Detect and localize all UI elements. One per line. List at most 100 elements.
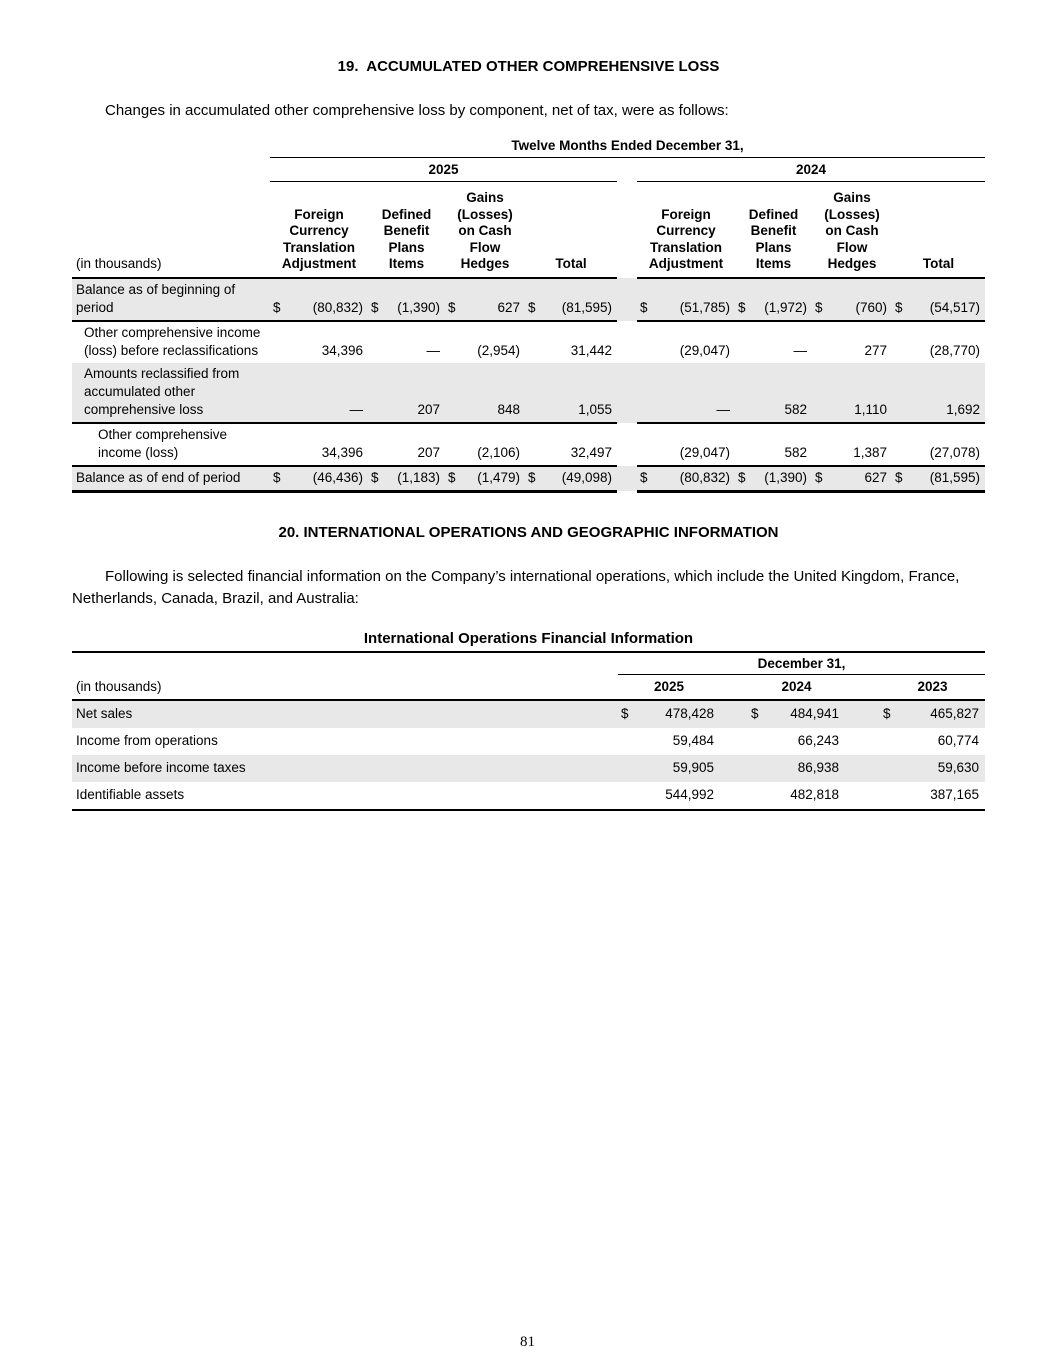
amount: 627 — [497, 299, 520, 315]
row-label: Net sales — [72, 699, 618, 728]
amount-cell: 1,387 — [812, 422, 892, 467]
period-header: Twelve Months Ended December 31, — [270, 137, 986, 158]
amount-cell: $ (51,785) — [637, 277, 735, 322]
table-row: Income before income taxes 59,905 86,938… — [72, 754, 985, 782]
dollar-sign: $ — [371, 299, 379, 315]
amount-cell: $ (1,479) — [445, 465, 525, 493]
year-2025-header: 2025 — [270, 157, 617, 182]
amount-cell: $ (760) — [812, 277, 892, 322]
column-gap — [845, 728, 880, 755]
empty-cell — [72, 158, 270, 182]
table-row: Balance as of beginning of period $ (80,8… — [72, 277, 986, 322]
amount-cell: $ (46,436) — [270, 465, 368, 493]
col-header-total-2024: Total — [892, 181, 986, 279]
dollar-sign: $ — [528, 469, 536, 485]
column-gap — [720, 754, 748, 782]
unit-label: (in thousands) — [72, 674, 618, 701]
amount: (51,785) — [679, 299, 730, 315]
year-header-row: (in thousands) 2025 2024 2023 — [72, 674, 985, 701]
column-header-row: (in thousands) Foreign Currency Translat… — [72, 181, 986, 279]
column-gap — [720, 699, 748, 728]
row-label: Income from operations — [76, 732, 218, 748]
amount-cell: 66,243 — [797, 732, 839, 748]
amount-cell: $ (1,183) — [368, 465, 445, 493]
row-label: Balance as of beginning of period — [72, 277, 270, 322]
column-gap — [617, 321, 637, 363]
column-gap — [720, 728, 748, 755]
col-header-dbp-2025: Defined Benefit Plans Items — [368, 181, 445, 279]
amount-cell: 387,165 — [880, 781, 985, 811]
amount-cell: $ (54,517) — [892, 277, 986, 322]
amount: (81,595) — [561, 299, 612, 315]
amount-cell: 59,905 — [618, 754, 720, 782]
year-2025-header: 2025 — [618, 674, 720, 701]
dollar-sign: $ — [448, 299, 456, 315]
amount-cell: $ (1,390) — [368, 277, 445, 322]
column-gap — [617, 362, 637, 423]
amount-cell: $ (81,595) — [892, 465, 986, 493]
col-header-hedges-2024: Gains (Losses) on Cash Flow Hedges — [812, 181, 892, 279]
amount: (1,972) — [764, 299, 807, 315]
amount: (46,436) — [312, 469, 363, 485]
dollar-sign: $ — [528, 299, 536, 315]
section-20-heading: 20. INTERNATIONAL OPERATIONS AND GEOGRAP… — [278, 523, 779, 541]
amount-cell: 34,396 — [270, 422, 368, 467]
amount: (80,832) — [312, 299, 363, 315]
amount-cell: — — [637, 362, 735, 424]
col-header-fcta-2025: Foreign Currency Translation Adjustment — [270, 181, 368, 279]
amount-cell: $ (80,832) — [270, 277, 368, 322]
amount-cell: $ (49,098) — [525, 465, 617, 493]
amount-cell: — — [426, 342, 441, 358]
column-gap — [845, 754, 880, 782]
year-2023-header: 2023 — [880, 674, 985, 701]
amount-cell: $627 — [445, 277, 525, 322]
row-label: Identifiable assets — [72, 781, 618, 811]
dollar-sign: $ — [371, 469, 379, 485]
table-row: Balance as of end of period $ (46,436) $ (… — [72, 465, 986, 493]
amount-cell: $ (80,832) — [637, 465, 735, 493]
col-header-hedges-2025: Gains (Losses) on Cash Flow Hedges — [445, 181, 525, 279]
row-label: Other comprehensive income (loss) — [72, 422, 270, 467]
amount-cell: $478,428 — [618, 699, 720, 728]
amount-cell: (28,770) — [929, 342, 981, 358]
amount: 484,941 — [790, 705, 839, 721]
column-gap — [617, 277, 637, 321]
table-row: Net sales $478,428 $484,941 $465,827 — [72, 699, 985, 728]
amount-cell: 207 — [368, 362, 445, 424]
row-label: Income before income taxes — [72, 754, 618, 782]
amount: (1,183) — [397, 469, 440, 485]
unit-label: (in thousands) — [72, 181, 270, 279]
column-gap — [845, 781, 880, 811]
col-header-dbp-2024: Defined Benefit Plans Items — [735, 181, 812, 279]
amount: (49,098) — [561, 469, 612, 485]
amount-cell: 848 — [445, 362, 525, 424]
amount-cell: $ (81,595) — [525, 277, 617, 322]
amount-cell: 582 — [735, 422, 812, 467]
column-gap — [720, 781, 748, 811]
amount-cell: 1,692 — [892, 362, 986, 424]
table-row: Other comprehensive income (loss) 34,396… — [72, 422, 986, 467]
year-header-row: 2025 2024 — [72, 157, 986, 182]
period-header-row: Twelve Months Ended December 31, — [72, 137, 986, 158]
amount: 478,428 — [665, 705, 714, 721]
amount-cell: $484,941 — [748, 699, 845, 728]
amount: 627 — [864, 469, 887, 485]
amount: (1,479) — [477, 469, 520, 485]
amount-cell: 1,110 — [812, 362, 892, 424]
amount: (1,390) — [397, 299, 440, 315]
column-gap — [845, 699, 880, 728]
amount-cell: 482,818 — [748, 781, 845, 811]
amount-cell: 32,497 — [525, 422, 617, 467]
amount-cell: (29,047) — [679, 342, 730, 358]
amount-cell: (29,047) — [637, 422, 735, 467]
column-gap — [617, 182, 637, 278]
amount-cell: — — [793, 342, 808, 358]
amount-cell: 86,938 — [748, 754, 845, 782]
dollar-sign: $ — [815, 469, 823, 485]
amount: 465,827 — [930, 705, 979, 721]
col-header-fcta-2024: Foreign Currency Translation Adjustment — [637, 181, 735, 279]
amount-cell: $ (1,390) — [735, 465, 812, 493]
dollar-sign: $ — [895, 469, 903, 485]
dollar-sign: $ — [883, 705, 891, 721]
